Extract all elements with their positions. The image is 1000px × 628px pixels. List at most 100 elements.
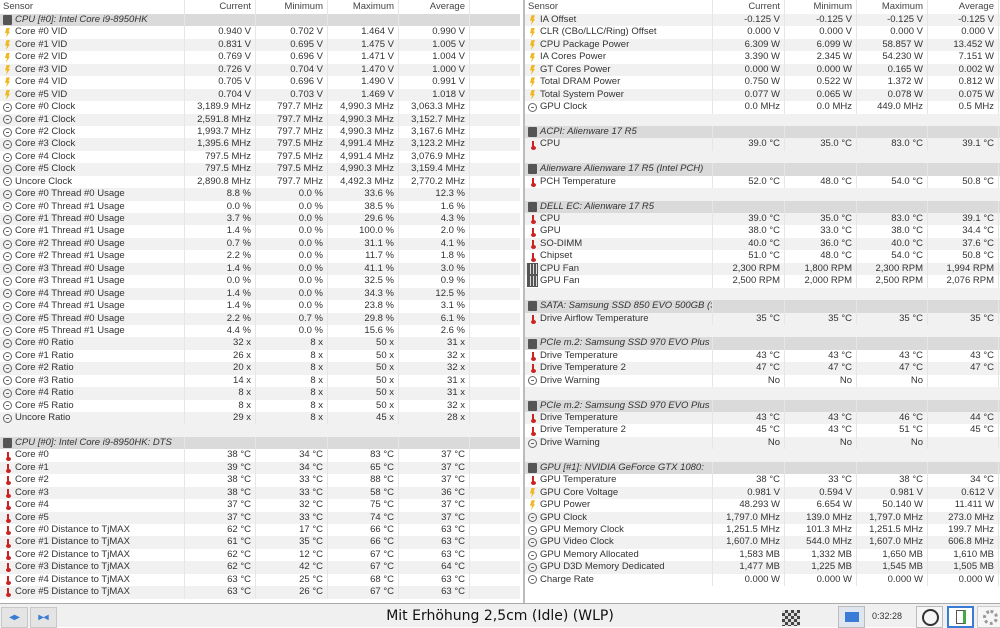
sensor-row[interactable]: GPU Video Clock 1,607.0 MHz 544.0 MHz 1,607… [525,536,1000,549]
sensor-row[interactable]: Uncore Clock 2,890.8 MHz 797.7 MHz 4,492.3 … [0,175,520,189]
sensor-row[interactable]: Total DRAM Power 0.750 W 0.522 W 1.372 W 0.8… [525,76,1000,89]
sensor-row[interactable]: GPU Memory Clock 1,251.5 MHz 101.3 MHz 1,25… [525,523,1000,537]
sensor-row[interactable]: Charge Rate 0.000 W 0.000 W 0.000 W 0.000 W [525,573,1000,587]
sensor-row[interactable]: IA Offset -0.125 V -0.125 V -0.125 V -0.125 … [525,14,1000,27]
fan-control-icon[interactable] [782,610,800,626]
sensor-row[interactable]: CPU 39.0 °C 35.0 °C 83.0 °C 39.1 °C [525,213,1000,226]
sensor-row[interactable]: Core #1 Thread #1 Usage 1.4 % 0.0 % 100.0 %… [0,225,520,238]
sensor-row[interactable]: CPU 39.0 °C 35.0 °C 83.0 °C 39.1 °C [525,138,1000,151]
column-header-minimum[interactable]: Minimum [256,0,328,14]
sensor-group-header[interactable]: CPU [#0]: Intel Core i9-8950HK: DTS [0,436,520,450]
sensor-group-header[interactable]: ACPI: Alienware 17 R5 [525,125,1000,139]
sensor-row[interactable]: Core #3 VID 0.726 V 0.704 V 1.470 V 1.000 V [0,63,520,77]
column-header-maximum[interactable]: Maximum [857,0,928,14]
sensor-row[interactable]: Core #0 Thread #0 Usage 8.8 % 0.0 % 33.6 % 1… [0,188,520,201]
sensor-row[interactable]: PCH Temperature 52.0 °C 48.0 °C 54.0 °C 50.8… [525,175,1000,189]
sensor-row[interactable]: Chipset 51.0 °C 48.0 °C 54.0 °C 50.8 °C [525,250,1000,263]
sensor-row[interactable]: Core #2 Clock 1,993.7 MHz 797.7 MHz 4,990.3… [0,125,520,139]
sensor-row[interactable]: Core #2 38 °C 33 °C 88 °C 37 °C [0,474,520,487]
network-button[interactable] [838,606,865,628]
settings-button[interactable] [977,606,1000,628]
sensor-row[interactable]: Core #4 Distance to TjMAX 63 °C 25 °C 68 °C… [0,573,520,587]
sensor-row[interactable]: CPU Fan 2,300 RPM 1,800 RPM 2,300 RPM 1,994 … [525,262,1000,276]
sensor-row[interactable]: Core #4 37 °C 32 °C 75 °C 37 °C [0,499,520,512]
sensor-row[interactable]: Drive Temperature 43 °C 43 °C 43 °C 43 °C [525,349,1000,363]
sensor-row[interactable]: Drive Warning No No No [525,436,1000,450]
sensor-group-header[interactable]: CPU [#0]: Intel Core i9-8950HK [0,14,520,27]
sensor-row[interactable]: GPU Clock 1,797.0 MHz 139.0 MHz 1,797.0 MHz… [525,511,1000,524]
sensor-row[interactable]: Core #0 Thread #1 Usage 0.0 % 0.0 % 38.5 % 1… [0,200,520,213]
sensor-group-header[interactable]: Alienware Alienware 17 R5 (Intel PCH) [525,163,1000,176]
sensor-row[interactable]: SO-DIMM 40.0 °C 36.0 °C 40.0 °C 37.6 °C [525,237,1000,251]
sensor-row[interactable]: Core #2 Thread #0 Usage 0.7 % 0.0 % 31.1 % 4… [0,237,520,251]
sensor-row[interactable]: GPU Temperature 38 °C 33 °C 38 °C 34 °C [525,474,1000,487]
sensor-row[interactable]: Core #5 Clock 797.5 MHz 797.5 MHz 4,990.3 M… [0,163,520,176]
column-header-sensor[interactable]: Sensor [0,0,185,14]
sensor-row[interactable]: GPU Fan 2,500 RPM 2,000 RPM 2,500 RPM 2,076 … [525,275,1000,288]
sensor-group-header[interactable]: PCIe m.2: Samsung SSD 970 EVO Plus 500GB… [525,337,1000,350]
sensor-row[interactable]: Core #1 Thread #0 Usage 3.7 % 0.0 % 29.6 % 4… [0,213,520,226]
sensor-group-header[interactable]: GPU [#1]: NVIDIA GeForce GTX 1080: [525,461,1000,475]
sensor-row[interactable]: Core #3 Thread #1 Usage 0.0 % 0.0 % 32.5 % 0… [0,275,520,288]
sensor-row[interactable]: Core #5 VID 0.704 V 0.703 V 1.469 V 1.018 V [0,88,520,102]
sensor-row[interactable]: Core #4 Thread #0 Usage 1.4 % 0.0 % 34.3 % 1… [0,287,520,301]
sensor-row[interactable]: Core #5 Thread #1 Usage 4.4 % 0.0 % 15.6 % 2… [0,324,520,338]
sensor-row[interactable]: Drive Airflow Temperature 35 °C 35 °C 35 °C… [525,312,1000,325]
sensor-row[interactable]: Core #5 Distance to TjMAX 63 °C 26 °C 67 °C… [0,586,520,599]
sensor-row[interactable]: Core #0 Distance to TjMAX 62 °C 17 °C 66 °C… [0,523,520,537]
sensor-row[interactable]: Core #2 VID 0.769 V 0.696 V 1.471 V 1.004 V [0,51,520,64]
sensor-row[interactable]: Core #5 Thread #0 Usage 2.2 % 0.7 % 29.8 % 6… [0,312,520,325]
column-header-maximum[interactable]: Maximum [328,0,399,14]
sensor-row[interactable]: Drive Temperature 2 45 °C 43 °C 51 °C 45 °C [525,424,1000,437]
reset-timer-button[interactable] [916,606,943,628]
sensor-row[interactable]: Core #4 VID 0.705 V 0.696 V 1.490 V 0.991 V [0,76,520,89]
sensor-row[interactable]: Core #5 37 °C 33 °C 74 °C 37 °C [0,511,520,524]
sensor-row[interactable]: Drive Temperature 2 47 °C 47 °C 47 °C 47 °C [525,362,1000,375]
sensor-row[interactable]: Core #0 VID 0.940 V 0.702 V 1.464 V 0.990 V [0,26,520,39]
sensor-row[interactable]: GPU Memory Allocated 1,583 MB 1,332 MB 1,65… [525,548,1000,562]
sensor-row[interactable]: Core #0 Clock 3,189.9 MHz 797.7 MHz 4,990.3… [0,101,520,114]
column-header-average[interactable]: Average [928,0,999,14]
sensor-row[interactable]: Core #3 Distance to TjMAX 62 °C 42 °C 67 °C… [0,561,520,574]
sensor-row[interactable]: GPU Clock 0.0 MHz 0.0 MHz 449.0 MHz 0.5 MHz [525,101,1000,114]
sensor-group-header[interactable]: PCIe m.2: Samsung SSD 970 EVO Plus 500GB… [525,399,1000,412]
sensor-row[interactable]: Core #4 Clock 797.5 MHz 797.5 MHz 4,991.4 M… [0,150,520,164]
column-header-sensor[interactable]: Sensor [525,0,713,14]
sensor-row[interactable]: GPU D3D Memory Dedicated 1,477 MB 1,225 MB… [525,561,1000,574]
sensor-row[interactable]: GPU Core Voltage 0.981 V 0.594 V 0.981 V 0.6… [525,486,1000,500]
sensor-row[interactable]: Core #2 Thread #1 Usage 2.2 % 0.0 % 11.7 % 1… [0,250,520,263]
sensor-row[interactable]: Core #1 39 °C 34 °C 65 °C 37 °C [0,461,520,475]
sensor-row[interactable]: Drive Warning No No No [525,374,1000,388]
column-header-average[interactable]: Average [399,0,470,14]
collapse-button[interactable]: ▸◂ [30,607,57,628]
sensor-row[interactable]: Core #3 Clock 1,395.6 MHz 797.5 MHz 4,991.4… [0,138,520,151]
sensor-row[interactable]: GPU Power 48.293 W 6.654 W 50.140 W 11.411 W [525,499,1000,512]
sensor-row[interactable]: GT Cores Power 0.000 W 0.000 W 0.165 W 0.002… [525,63,1000,77]
sensor-group-header[interactable]: DELL EC: Alienware 17 R5 [525,200,1000,213]
sensor-row[interactable]: Drive Temperature 43 °C 43 °C 46 °C 44 °C [525,412,1000,425]
sensor-row[interactable]: Core #3 Thread #0 Usage 1.4 % 0.0 % 41.1 % 3… [0,262,520,276]
column-header-minimum[interactable]: Minimum [785,0,857,14]
sensor-group-header[interactable]: SATA: Samsung SSD 850 EVO 500GB (S21JNSA… [525,300,1000,313]
sensor-row[interactable]: Core #0 38 °C 34 °C 83 °C 37 °C [0,449,520,462]
sensor-row[interactable]: IA Cores Power 3.390 W 2.345 W 54.230 W 7.15… [525,51,1000,64]
sensor-row[interactable]: Core #1 VID 0.831 V 0.695 V 1.475 V 1.005 V [0,38,520,52]
log-button[interactable] [947,606,974,628]
column-header-current[interactable]: Current [713,0,785,14]
sensor-row[interactable]: GPU 38.0 °C 33.0 °C 38.0 °C 34.4 °C [525,225,1000,238]
sensor-row[interactable]: Core #1 Distance to TjMAX 61 °C 35 °C 66 °C… [0,536,520,549]
column-header-current[interactable]: Current [185,0,256,14]
sensor-row[interactable]: Core #2 Distance to TjMAX 62 °C 12 °C 67 °C… [0,548,520,562]
sensor-row[interactable]: Core #4 Thread #1 Usage 1.4 % 0.0 % 23.8 % 3… [0,300,520,313]
sensor-row[interactable]: Core #1 Clock 2,591.8 MHz 797.7 MHz 4,990.3… [0,113,520,126]
